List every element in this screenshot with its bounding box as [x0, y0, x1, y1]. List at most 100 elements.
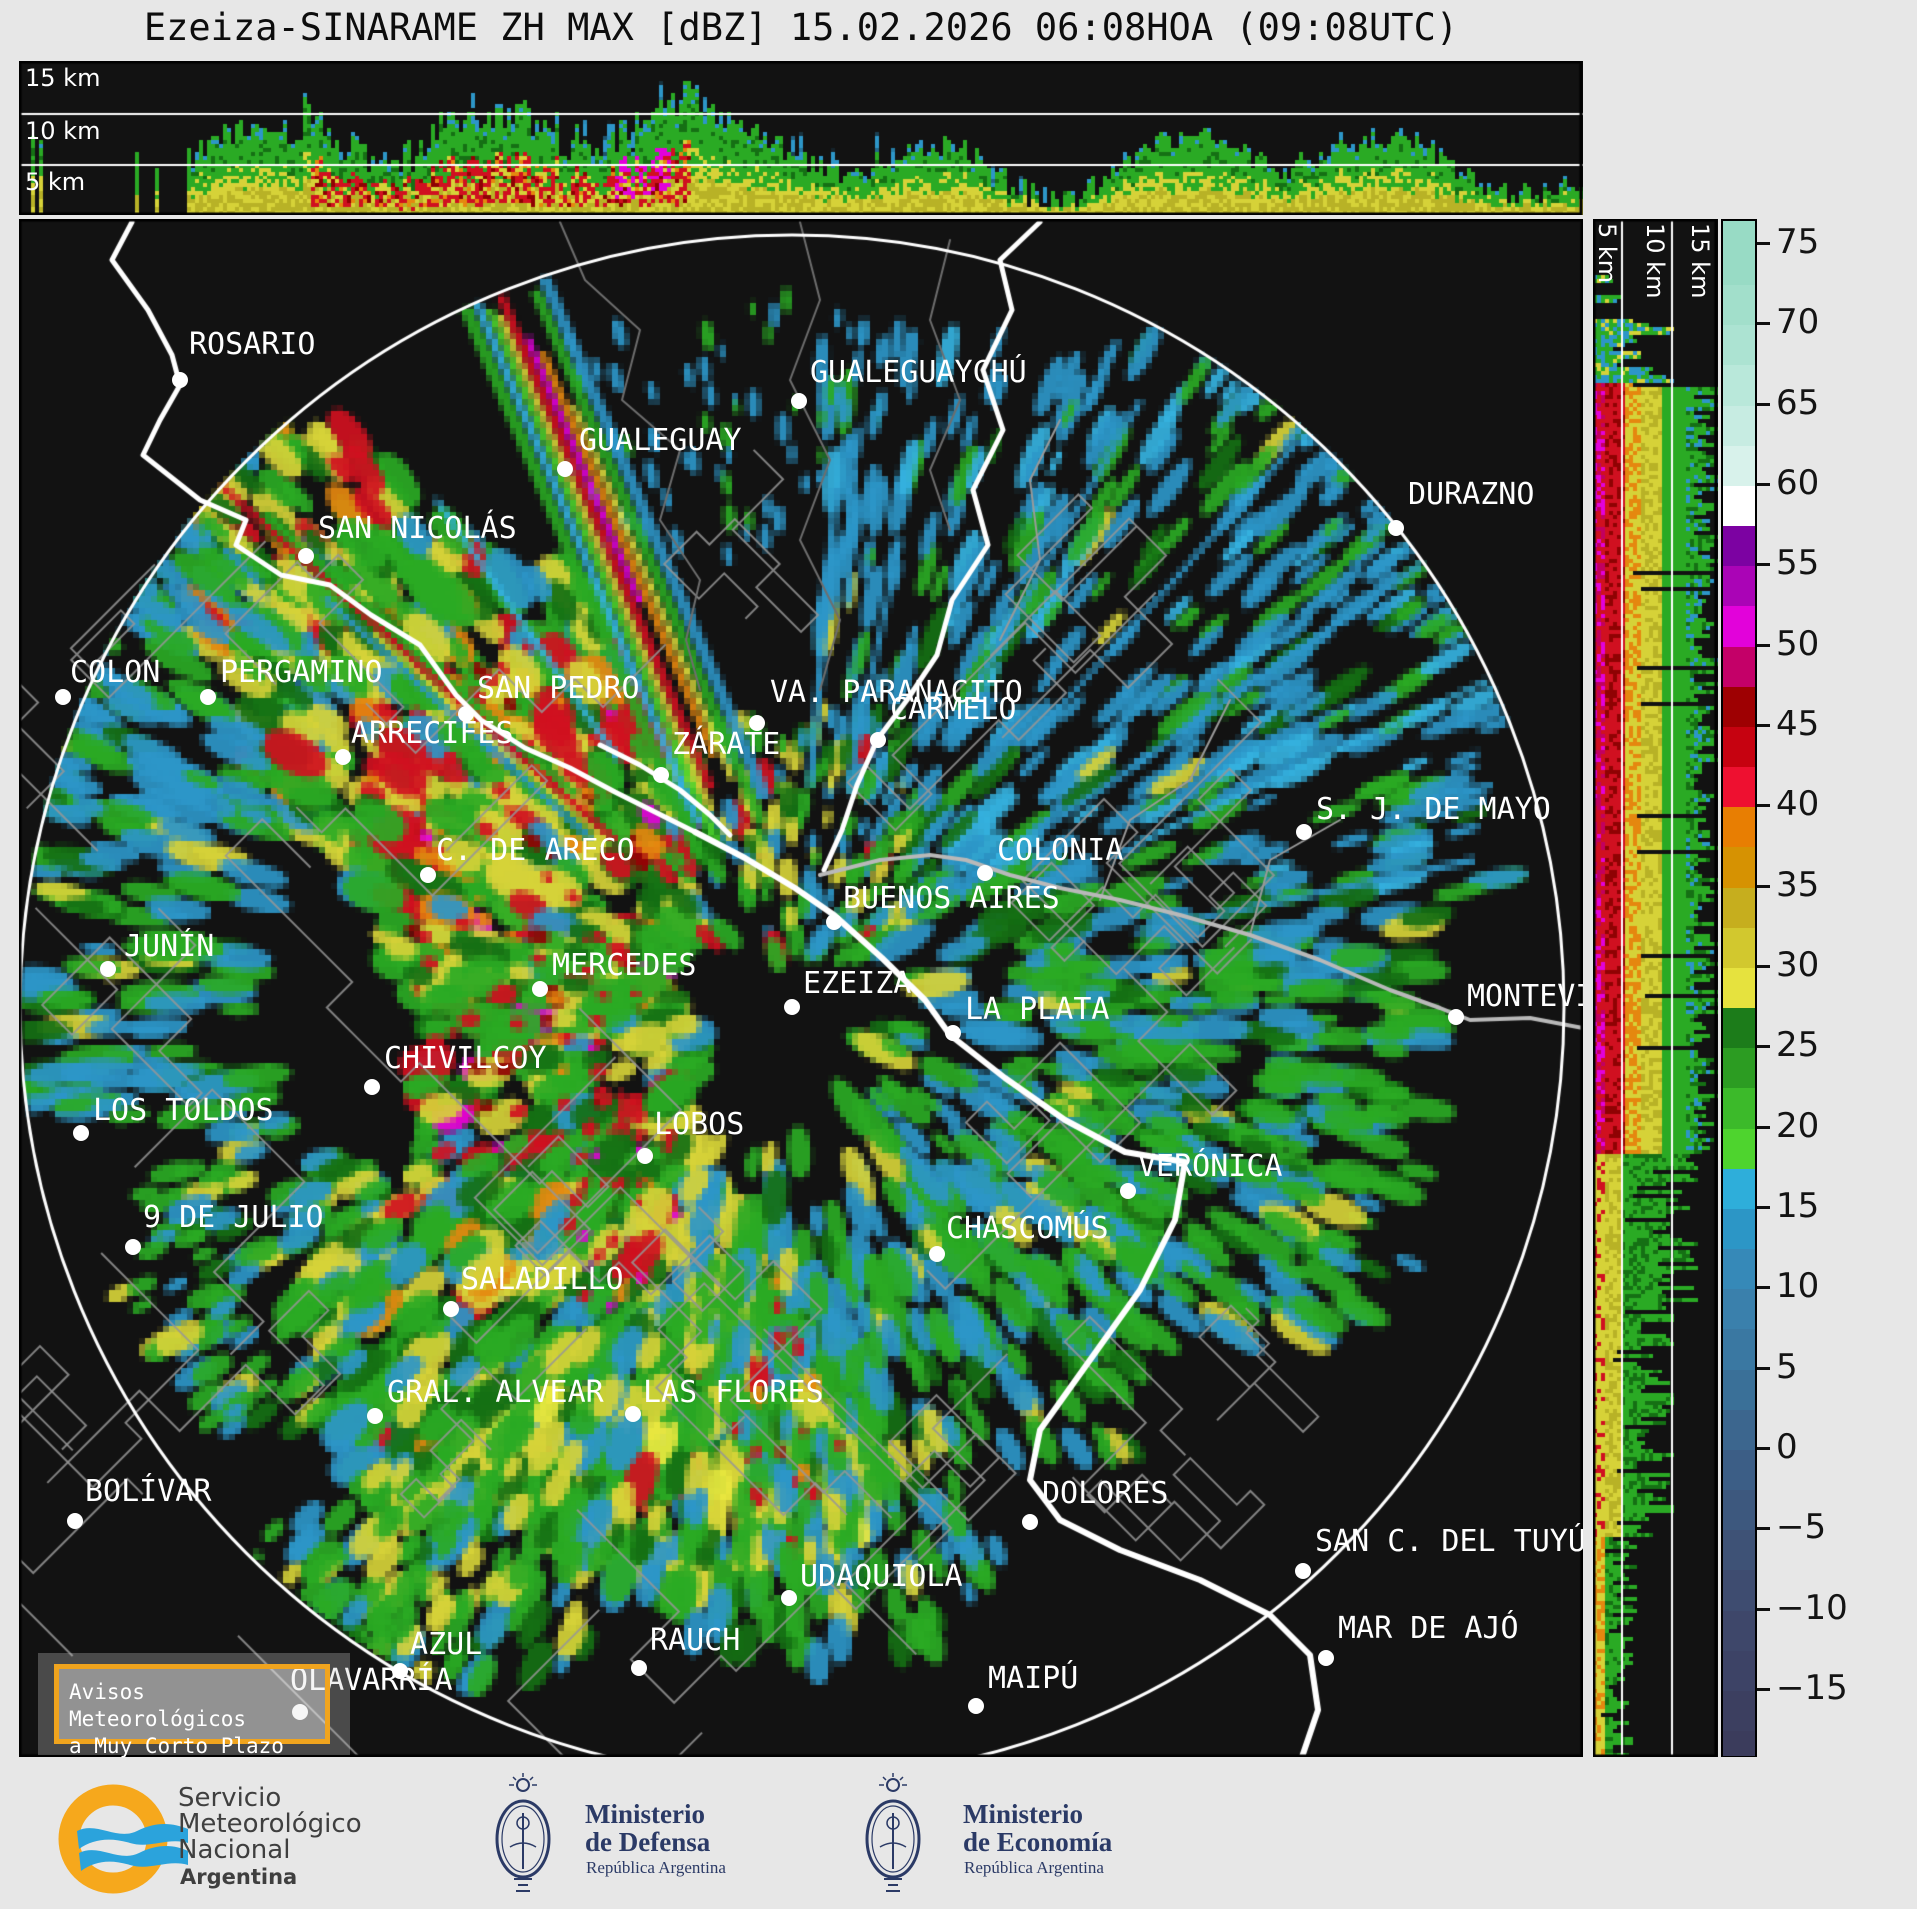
colorbar-tick-label: 15: [1776, 1185, 1820, 1226]
colorbar-tick: [1757, 804, 1770, 808]
city-label-san-pedro: SAN PEDRO: [477, 671, 640, 706]
colorbar-tick: [1757, 1205, 1770, 1209]
colorbar-tick-label: −10: [1776, 1587, 1848, 1628]
city-label-dolores: DOLORES: [1042, 1476, 1169, 1511]
city-label-bol-var: BOLÍVAR: [85, 1474, 212, 1509]
colorbar-tick-label: 70: [1776, 302, 1820, 343]
colorbar-tick: [1757, 402, 1770, 406]
city-dot-ver-nica: [1120, 1183, 1136, 1199]
city-dot-azul: [392, 1663, 408, 1679]
defensa-text-2: de Defensa: [585, 1827, 711, 1857]
colorbar-band: [1723, 847, 1755, 889]
smn-text-2: Meteorológico: [178, 1809, 362, 1839]
colorbar-band: [1723, 1449, 1755, 1491]
colorbar-tick-label: 10: [1776, 1266, 1820, 1307]
city-label-buenos-aires: BUENOS AIRES: [843, 881, 1060, 916]
smn-logo-icon: [58, 1784, 188, 1894]
city-label-los-toldos: LOS TOLDOS: [93, 1093, 274, 1128]
city-dot-va-paranacito: [749, 715, 765, 731]
city-dot-montevideo: [1448, 1009, 1464, 1025]
colorbar-band: [1723, 1490, 1755, 1531]
colorbar-band: [1723, 1650, 1755, 1692]
economia-text-3: República Argentina: [964, 1858, 1104, 1877]
colorbar-tick-label: 65: [1776, 382, 1820, 423]
city-dot-ezeiza: [784, 999, 800, 1015]
colorbar-band: [1723, 1690, 1755, 1732]
city-label-las-flores: LAS FLORES: [643, 1375, 824, 1410]
colorbar-band: [1723, 1088, 1755, 1130]
city-dot-c-de-areco: [420, 867, 436, 883]
radar-ppi-map: ROSARIO GUALEGUAYCHÚ GUALEGUAY SAN NICOLÁS D…: [19, 219, 1583, 1757]
city-label-ezeiza: EZEIZA: [803, 966, 912, 1001]
colorbar-tick: [1757, 643, 1770, 647]
city-label-chivilcoy: CHIVILCOY: [384, 1041, 547, 1076]
colorbar-band: [1723, 927, 1755, 969]
city-dot-buenos-aires: [826, 914, 842, 930]
page-title: Ezeiza-SINARAME ZH MAX [dBZ] 15.02.2026 …: [143, 6, 1459, 49]
city-label-chascom-s: CHASCOMÚS: [946, 1211, 1109, 1246]
smn-text-3: Nacional: [178, 1835, 291, 1865]
city-dot-mar-de-aj-: [1318, 1650, 1334, 1666]
colorbar-band: [1723, 686, 1755, 728]
colorbar-band: [1723, 1610, 1755, 1652]
city-label-jun-n: JUNÍN: [124, 929, 215, 964]
city-dot-dolores: [1022, 1514, 1038, 1530]
colorbar-band: [1723, 646, 1755, 688]
colorbar-tick-label: −5: [1776, 1507, 1827, 1548]
city-dot-rosario: [172, 372, 188, 388]
radar-echo-canvas: [19, 219, 1583, 1757]
colorbar-band: [1723, 1249, 1755, 1290]
colorbar-band: [1723, 245, 1755, 286]
colorbar-band: [1723, 1409, 1755, 1451]
colorbar-band: [1723, 1289, 1755, 1331]
colorbar-band: [1723, 1570, 1755, 1612]
city-label-s-j-de-mayo: S. J. DE MAYO: [1316, 792, 1551, 827]
colorbar-tick: [1757, 884, 1770, 888]
dbz-colorbar: [1721, 219, 1757, 1758]
city-dot-maip-: [968, 1698, 984, 1714]
city-dot-saladillo: [443, 1301, 459, 1317]
city-dot-colonia: [977, 865, 993, 881]
city-dot-durazno: [1388, 520, 1404, 536]
city-dot-jun-n: [100, 961, 116, 977]
city-label-mercedes: MERCEDES: [552, 948, 697, 983]
colorbar-band: [1723, 485, 1755, 527]
city-dot-gualeguaych-: [791, 393, 807, 409]
colorbar-band: [1723, 606, 1755, 648]
defensa-text-3: República Argentina: [586, 1858, 726, 1877]
colorbar-tick: [1757, 482, 1770, 486]
colorbar-tick: [1757, 1607, 1770, 1611]
colorbar-band: [1723, 1369, 1755, 1411]
colorbar-tick: [1757, 1366, 1770, 1370]
city-label-maip-: MAIPÚ: [988, 1661, 1079, 1696]
city-dot-udaquiola: [781, 1590, 797, 1606]
city-dot-bol-var: [67, 1513, 83, 1529]
city-dot-san-c-del-tuy-: [1295, 1563, 1311, 1579]
city-label-colonia: COLONIA: [997, 833, 1124, 868]
colorbar-band: [1723, 967, 1755, 1009]
colorbar-tick-label: 25: [1776, 1025, 1820, 1066]
city-label-colon: COLON: [70, 655, 161, 690]
city-label-carmelo: CARMELO: [890, 692, 1017, 727]
city-label-azul: AZUL: [410, 1627, 483, 1662]
city-label-lobos: LOBOS: [654, 1107, 745, 1142]
city-dot-arrecifes: [335, 749, 351, 765]
colorbar-band: [1723, 1048, 1755, 1090]
colorbar-tick-label: 35: [1776, 864, 1820, 905]
city-label-arrecifes: ARRECIFES: [351, 716, 514, 751]
axis-label-10km: 10 km: [25, 117, 101, 145]
colorbar-band: [1723, 1731, 1755, 1756]
city-label-9-de-julio: 9 DE JULIO: [143, 1200, 324, 1235]
colorbar-tick: [1757, 1687, 1770, 1691]
city-label-gral-alvear: GRAL. ALVEAR: [387, 1375, 604, 1410]
colorbar-band: [1723, 1530, 1755, 1572]
city-dot-san-pedro: [458, 706, 474, 722]
city-label-gualeguaych-: GUALEGUAYCHÚ: [810, 355, 1027, 390]
economia-coat-of-arms-icon: [865, 1773, 921, 1892]
economia-text-1: Ministerio: [963, 1799, 1083, 1829]
colorbar-band: [1723, 566, 1755, 608]
colorbar-band: [1723, 445, 1755, 487]
warning-line-1: Avisos Meteorológicos: [69, 1680, 247, 1731]
colorbar-band: [1723, 405, 1755, 447]
colorbar-band: [1723, 365, 1755, 407]
